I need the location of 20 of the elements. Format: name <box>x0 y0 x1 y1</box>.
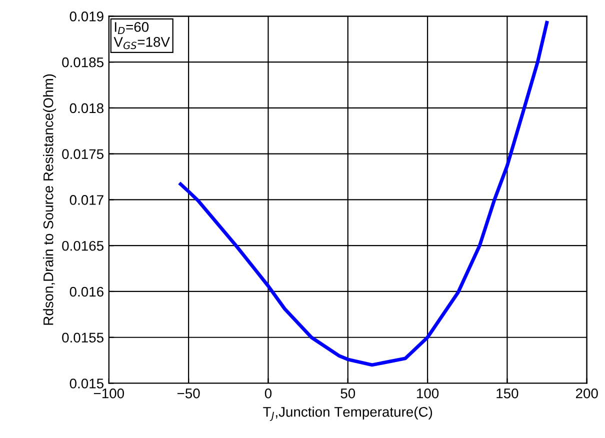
y-tick-label: 0.0175 <box>62 149 104 160</box>
x-tick-label: 150 <box>496 388 518 398</box>
y-tick-label: 0.017 <box>70 195 104 205</box>
y-tick-label: 0.0185 <box>62 57 104 68</box>
x-tick-label: −50 <box>177 388 200 398</box>
y-tick-label: 0.016 <box>70 286 104 297</box>
x-axis-title: T$_{J}$,Junction Temperature(C) <box>263 406 432 421</box>
annotation: I$_{D}$=60 V$_{GS}$=18V <box>114 22 170 50</box>
y-axis-title: Rdson,Drain to Source Resistance(Ohm) <box>43 74 56 325</box>
x-tick-label: −100 <box>94 388 124 398</box>
x-tick-label: 100 <box>417 388 439 398</box>
line-series <box>178 20 549 367</box>
y-tick-label: 0.0155 <box>62 332 104 343</box>
y-tick-label: 0.019 <box>70 12 104 22</box>
y-tick-label: 0.015 <box>70 378 104 388</box>
y-tick-label: 0.018 <box>70 103 104 114</box>
x-tick-label: 0 <box>264 388 272 398</box>
x-tick-label: 50 <box>340 388 356 398</box>
x-tick-label: 200 <box>576 388 598 398</box>
y-tick-label: 0.0165 <box>62 240 104 251</box>
